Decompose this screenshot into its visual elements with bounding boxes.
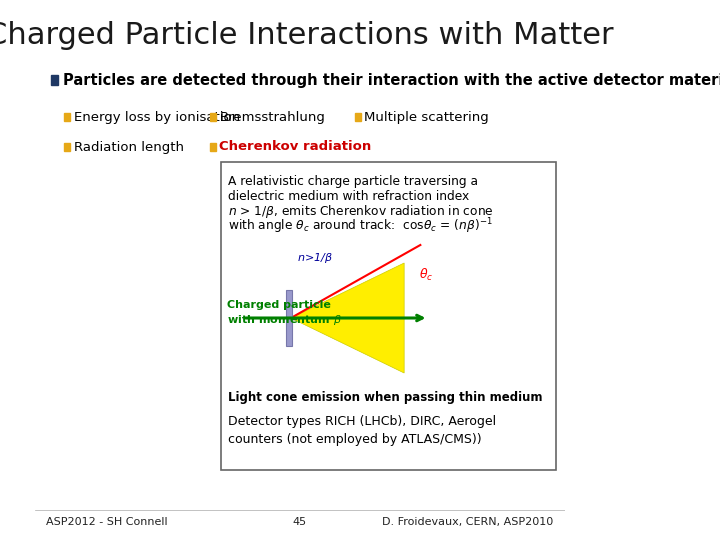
Text: Radiation length: Radiation length bbox=[74, 140, 184, 153]
Text: A relativistic charge particle traversing a: A relativistic charge particle traversin… bbox=[228, 174, 478, 187]
Polygon shape bbox=[291, 263, 404, 373]
Text: Charged Particle Interactions with Matter: Charged Particle Interactions with Matte… bbox=[0, 22, 613, 51]
Text: Charged particle: Charged particle bbox=[227, 300, 330, 310]
Bar bbox=[355, 113, 361, 121]
Text: with momentum $\beta$: with momentum $\beta$ bbox=[227, 313, 342, 327]
Bar bbox=[64, 113, 70, 121]
Text: Cherenkov radiation: Cherenkov radiation bbox=[220, 140, 372, 153]
Text: $n$ > 1/$\beta$, emits Cherenkov radiation in cone: $n$ > 1/$\beta$, emits Cherenkov radiati… bbox=[228, 202, 494, 219]
Text: Bremsstrahlung: Bremsstrahlung bbox=[220, 111, 325, 124]
Text: D. Froidevaux, CERN, ASP2010: D. Froidevaux, CERN, ASP2010 bbox=[382, 517, 554, 527]
Text: Detector types RICH (LHCb), DIRC, Aerogel: Detector types RICH (LHCb), DIRC, Aeroge… bbox=[228, 415, 496, 429]
Text: $n$>1/$\beta$: $n$>1/$\beta$ bbox=[297, 251, 333, 265]
Bar bbox=[286, 290, 292, 346]
Text: ASP2012 - SH Connell: ASP2012 - SH Connell bbox=[46, 517, 168, 527]
Bar bbox=[210, 143, 216, 151]
Text: Multiple scattering: Multiple scattering bbox=[364, 111, 489, 124]
Text: $\theta_c$: $\theta_c$ bbox=[419, 267, 433, 283]
Text: dielectric medium with refraction index: dielectric medium with refraction index bbox=[228, 190, 469, 202]
Text: counters (not employed by ATLAS/CMS)): counters (not employed by ATLAS/CMS)) bbox=[228, 434, 482, 447]
Text: Energy loss by ionisation: Energy loss by ionisation bbox=[74, 111, 240, 124]
Text: Light cone emission when passing thin medium: Light cone emission when passing thin me… bbox=[228, 392, 543, 404]
Text: Particles are detected through their interaction with the active detector materi: Particles are detected through their int… bbox=[63, 72, 720, 87]
Bar bbox=[64, 143, 70, 151]
Bar bbox=[51, 75, 58, 85]
Bar bbox=[210, 113, 216, 121]
Text: with angle $\theta_c$ around track:  cos$\theta_c$ = ($n\beta$)$^{-1}$: with angle $\theta_c$ around track: cos$… bbox=[228, 216, 493, 236]
Text: 45: 45 bbox=[292, 517, 307, 527]
Bar bbox=[221, 162, 556, 470]
